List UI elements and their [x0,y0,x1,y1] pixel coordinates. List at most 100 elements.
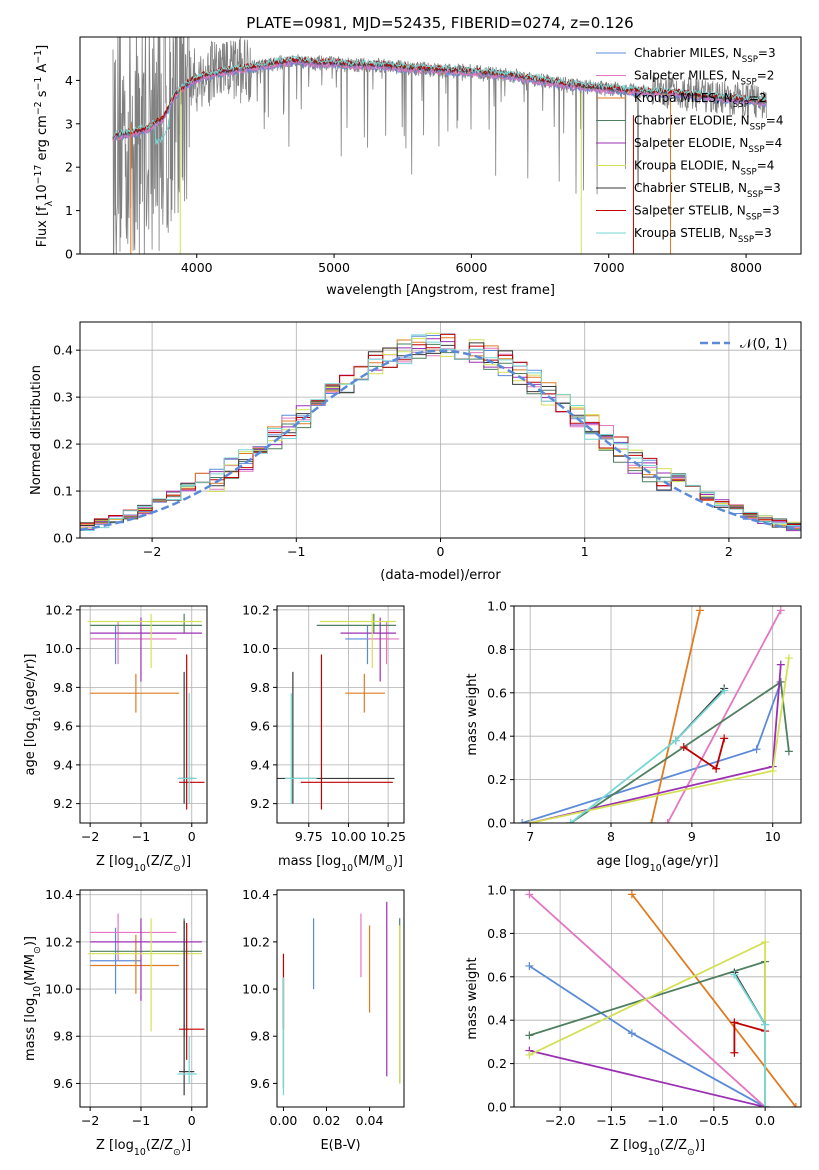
x-tick-label: 7000 [593,260,625,275]
plot-area-mass-vs-Z [87,913,205,1096]
x-tick-label: 10.00 [331,829,367,844]
y-tick-label: 10.0 [242,641,270,656]
y-tick-label: 9.6 [250,719,270,734]
y-axis-label: mass weight [465,957,480,1039]
weight-marker-8-1 [761,1020,770,1029]
x-tick-label: 9.75 [295,829,323,844]
weight-marker-1-1 [776,606,785,615]
legend-label-0: Chabrier MILES, NSSP=3 [634,46,776,65]
legend-label-4: Salpeter ELODIE, NSSP=4 [634,136,782,155]
y-tick-label: 0.4 [487,1013,507,1028]
x-axis-label: age [log10(age/yr)] [597,854,719,874]
x-tick-label: 4000 [181,260,213,275]
x-tick-label: 10.25 [370,829,406,844]
x-tick-label: 1 [581,544,589,559]
y-tick-label: 0.4 [487,729,507,744]
x-tick-label: 0.00 [270,1113,298,1128]
x-tick-label: −1 [132,829,150,844]
plot-area-age-vs-mass [277,613,400,810]
y-axis-label: Flux [fλ10−17 erg cm−2 s−1 A−1] [33,45,55,247]
weight-marker-0-1 [627,1029,636,1038]
figure-title: PLATE=0981, MJD=52435, FIBERID=0274, z=0… [246,14,633,32]
y-tick-label: 3 [65,116,73,131]
y-tick-label: 0.1 [53,484,73,499]
y-tick-label: 10.0 [45,641,73,656]
x-tick-label: −2 [81,829,99,844]
weight-marker-8-0 [730,970,739,979]
weight-line-2 [631,893,797,1107]
weight-line-1 [528,893,766,1107]
x-tick-label: 0 [188,1113,196,1128]
weight-marker-3-1 [776,677,785,686]
weight-marker-7-2 [720,734,729,743]
weight-marker-8-2 [761,1103,770,1107]
panel-mass-vs-ebv: 0.00 0.02 0.04 9.6 9.8 10.0 10.2 10.4 E(B-V) [242,887,405,1153]
weight-marker-3-2 [784,747,793,756]
x-tick-label: −1 [132,1113,150,1128]
model-spectrum-8 [112,55,767,145]
plot-area-spectrum [112,37,767,254]
y-tick-label: 0.3 [53,390,73,405]
spectrum-legend: Chabrier MILES, NSSP=3 Salpeter MILES, NS… [596,46,783,245]
weight-marker-4-2 [776,660,785,669]
legend-label-5: Kroupa ELODIE, NSSP=4 [634,159,774,178]
weight-line-8 [733,974,766,1107]
plot-area-residuals [80,332,801,538]
panel-age-vs-mass: 9.75 10.00 10.25 9.2 9.4 9.6 9.8 10.0 10.2 mass [… [242,602,406,873]
y-tick-label: 9.2 [250,796,270,811]
y-tick-label: 10.2 [45,934,73,949]
y-tick-label: 0.0 [487,816,507,831]
y-tick-label: 0.6 [487,969,507,984]
weight-marker-8-2 [720,686,729,695]
x-tick-label: 5000 [318,260,350,275]
x-axis-label: wavelength [Angstrom, rest frame] [326,283,555,298]
weight-marker-3-0 [525,1031,534,1040]
y-tick-label: 0.2 [487,1056,507,1071]
model-spectrum-1 [112,59,767,142]
y-tick-label: 10.4 [45,887,73,902]
x-tick-label: 8 [607,829,615,844]
x-tick-label: −1.0 [647,1113,677,1128]
x-axis-label: Z [log10(Z/Z⊙)] [96,1138,191,1158]
weight-marker-2-0 [627,890,636,899]
x-tick-label: −2.0 [545,1113,575,1128]
legend-label-8: Kroupa STELIB, NSSP=3 [634,226,772,245]
axes-frame [79,889,208,1108]
y-tick-label: 1 [65,203,73,218]
legend-label-2: Kroupa MILES, NSSP=2 [634,91,767,110]
weight-line-4 [529,664,782,823]
weight-marker-1-0 [525,890,534,899]
plot-area-weight-vs-age [518,606,793,823]
y-tick-label: 1.0 [487,599,507,614]
axes-frame [276,889,405,1108]
y-tick-label: 10.2 [45,602,73,617]
y-tick-label: 0.6 [487,685,507,700]
y-tick-label: 9.8 [250,1029,270,1044]
y-tick-label: 1.0 [487,883,507,898]
weight-marker-5-1 [768,766,777,775]
weight-marker-8-0 [566,819,575,823]
weight-marker-2-0 [647,819,656,823]
x-tick-label: 0 [188,829,196,844]
weight-line-0 [528,965,766,1107]
y-tick-label: 10.0 [45,982,73,997]
x-tick-label: −2 [81,1113,99,1128]
y-tick-label: 9.2 [53,796,73,811]
legend-label-1: Salpeter MILES, NSSP=2 [634,69,774,88]
x-axis-label: mass [log10(M/M⊙)] [278,854,403,874]
weight-line-4 [529,1049,766,1107]
panel-weight-vs-age: 7 8 9 10 0.0 0.2 0.4 0.6 0.8 1.0 age [log10(age/yr… [465,599,802,874]
x-axis-label: E(B-V) [320,1138,360,1153]
weight-marker-5-1 [761,938,770,947]
x-tick-label: 8000 [730,260,762,275]
x-tick-label: 6000 [455,260,487,275]
weight-marker-2-1 [695,606,704,615]
y-tick-label: 9.8 [250,680,270,695]
x-tick-label: 2 [725,544,733,559]
weight-line-1 [666,609,782,823]
legend-label-3: Chabrier ELODIE, NSSP=4 [634,114,783,133]
gaussian-reference [80,349,801,532]
y-tick-label: 0.4 [53,343,73,358]
y-tick-label: 9.8 [53,680,73,695]
